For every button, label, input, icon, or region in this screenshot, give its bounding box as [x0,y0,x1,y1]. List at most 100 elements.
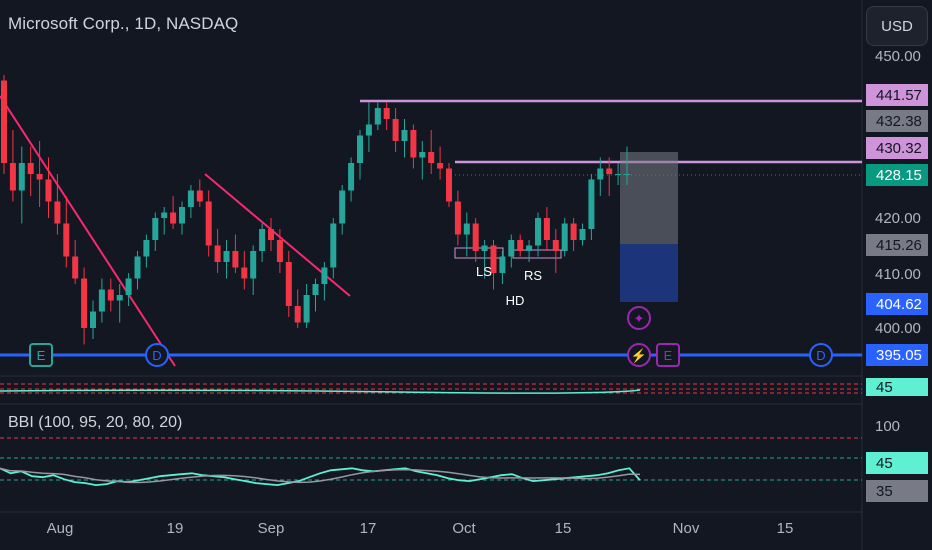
candle [134,256,141,279]
loss-zone [620,244,678,302]
candle [285,262,292,306]
candle [152,218,159,240]
idea-marker [627,306,651,330]
date-tick: Aug [46,520,74,537]
candle [374,108,381,125]
price-badge-441: 441.57 [866,84,928,106]
candle [330,223,337,268]
candle [81,278,88,328]
candle [161,212,168,218]
mini-bbi-line [0,389,641,394]
candle [570,223,577,240]
candle [125,278,132,295]
dividend-marker-glyph: D [816,348,825,363]
candle [214,245,221,262]
candle [419,152,426,158]
trendline [0,95,176,367]
bbi-fast-line [0,467,641,487]
candle [410,130,417,158]
indicator-label[interactable]: BBI (100, 95, 20, 80, 20) [8,414,183,431]
bbi-indicator-pane [0,437,862,487]
candle [606,168,613,174]
candle [1,80,7,163]
indicator-lower-badge: 35 [866,480,928,502]
symbol-title[interactable]: Microsoft Corp., 1D, NASDAQ [8,14,239,33]
price-badge-432: 432.38 [866,110,928,132]
candle [259,229,266,251]
candle [535,218,541,246]
bbi-slow-line [0,467,641,484]
dividend-marker [809,343,833,367]
candle [526,245,533,251]
earnings-marker [29,343,53,367]
candle [454,201,461,235]
candle [428,152,435,163]
candle [196,190,203,202]
last-price-badge: 428.15 [866,164,928,186]
candle [54,201,61,224]
candle [72,256,79,279]
price-badge-415: 415.26 [866,234,928,256]
candle [179,207,185,224]
candle [446,168,452,202]
earnings-marker-glyph: E [664,348,673,363]
candle [321,267,328,284]
price-tick: 420.00 [875,210,921,227]
candle [63,223,70,257]
event-markers: E D ⚡ E D ✦ [29,306,833,367]
currency-button[interactable]: USD [866,6,928,46]
date-tick: 17 [359,520,377,537]
candle [543,218,550,240]
candle [615,174,622,175]
candle [187,190,194,207]
position-zones [454,152,678,302]
candle [250,251,257,279]
candle [472,223,479,251]
candle [392,119,399,141]
candle [357,135,363,163]
candle [294,306,301,323]
candle [579,229,586,240]
candle [18,163,25,191]
candle [312,284,319,295]
candle [490,245,497,273]
date-tick: Sep [257,520,285,537]
candle [508,240,515,257]
split-marker [627,343,651,367]
candle [481,245,488,251]
support-badge: 395.05 [866,344,928,366]
date-tick: 15 [776,520,794,537]
indicator-mini-badge: 45 [866,378,928,396]
price-tick: 450.00 [875,48,921,65]
candle [303,295,310,323]
candle [499,256,506,273]
candle [276,240,283,262]
candle [437,163,444,169]
earnings-marker-glyph: E [37,348,46,363]
right-shoulder-label: RS [523,268,543,283]
dividend-marker [145,343,169,367]
price-tick: 410.00 [875,266,921,283]
head-label: HD [505,293,525,308]
candle [170,212,177,224]
profit-zone [620,152,678,244]
candle [45,179,52,202]
candle [90,311,96,328]
date-tick: Oct [452,520,476,537]
candle [107,289,114,301]
price-badge-430: 430.32 [866,137,928,159]
shoulder-box [454,247,504,259]
candle [552,240,559,251]
date-tick: Nov [672,520,700,537]
split-marker-glyph: ⚡ [631,348,647,364]
candle [561,223,568,251]
indicator-axis-100: 100 [875,418,901,435]
price-tick: 400.00 [875,320,921,337]
candle [27,163,34,174]
dividend-marker-glyph: D [152,348,161,363]
date-tick: 19 [166,520,184,537]
candle [9,163,16,191]
candle [383,108,390,119]
candle [624,174,630,175]
